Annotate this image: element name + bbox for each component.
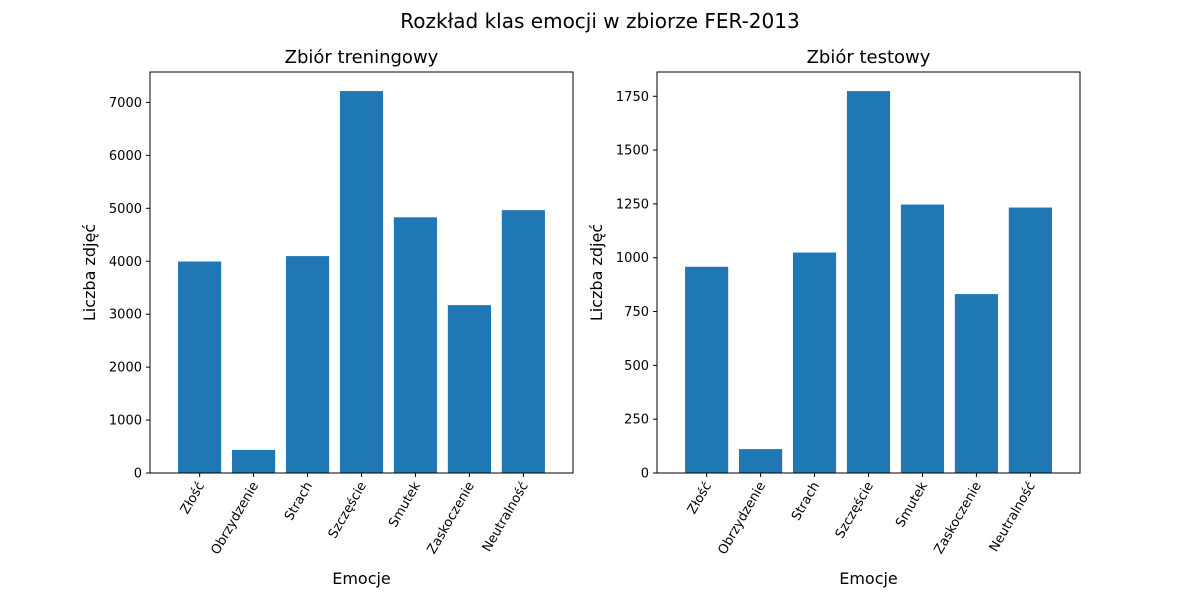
bar-train-5 [447,305,491,473]
bar-train-6 [501,210,545,474]
x-tick-label-train-5: Zaskoczenie [425,480,478,557]
y-tick-label-train-3: 3000 [109,308,142,323]
y-tick-label-test-3: 750 [624,305,649,320]
y-tick-label-test-0: 0 [641,467,649,482]
y-tick-label-train-4: 4000 [109,255,142,270]
y-tick-label-train-6: 6000 [109,149,142,164]
bar-train-3 [339,91,384,473]
bar-train-4 [393,217,438,473]
y-tick-label-train-2: 2000 [109,361,142,376]
bar-train-1 [232,449,276,473]
bar-test-5 [954,294,998,473]
x-tick-label-train-3: Szczęście [326,480,370,542]
x-tick-label-test-6: Neutralność [987,480,1039,555]
x-tick-label-test-5: Zaskoczenie [932,480,985,557]
y-tick-label-test-5: 1250 [616,197,649,212]
y-axis-label-test: Liczba zdjęć [587,224,606,321]
x-tick-label-test-4: Smutek [893,479,931,530]
x-tick-label-train-2: Strach [282,480,316,524]
x-tick-label-test-1: Obrzydzenie [715,480,769,558]
chart-title-train: Zbiór treningowy [285,47,439,68]
bar-train-0 [178,261,222,473]
chart-panel-test: Zbiór testowy Emocje Liczba zdjęć 0 250 50… [587,47,1081,588]
y-tick-label-test-4: 1000 [616,251,649,266]
x-tick-label-test-3: Szczęście [833,480,877,542]
y-tick-label-test-2: 500 [624,359,649,374]
y-tick-label-train-7: 7000 [109,96,142,111]
x-tick-label-train-6: Neutralność [480,480,532,555]
y-tick-label-train-0: 0 [134,467,142,482]
y-tick-label-train-1: 1000 [109,414,142,429]
x-tick-label-train-1: Obrzydzenie [208,480,262,558]
bar-test-1 [739,449,783,473]
y-axis-label-train: Liczba zdjęć [80,224,99,321]
bar-train-2 [285,256,330,473]
x-tick-label-test-2: Strach [789,480,823,524]
y-tick-label-test-6: 1500 [616,144,649,159]
x-tick-label-test-0: Złość [685,480,715,517]
y-tick-label-test-1: 250 [624,413,649,428]
bar-test-6 [1008,207,1052,473]
bar-test-2 [792,252,837,473]
x-axis-label-test: Emocje [839,569,898,588]
x-tick-label-train-0: Złość [178,480,208,517]
bar-test-0 [685,266,729,473]
bar-test-4 [900,204,945,473]
chart-panel-train: Zbiór treningowy Emocje Liczba zdjęć 0 10… [80,47,574,588]
x-tick-label-train-4: Smutek [386,479,424,530]
figure-title: Rozkład klas emocji w zbiorze FER-2013 [400,9,799,33]
y-tick-label-train-5: 5000 [109,202,142,217]
y-tick-label-test-7: 1750 [616,90,649,105]
bar-test-3 [846,91,891,473]
chart-title-test: Zbiór testowy [807,47,931,68]
x-axis-label-train: Emocje [332,569,391,588]
